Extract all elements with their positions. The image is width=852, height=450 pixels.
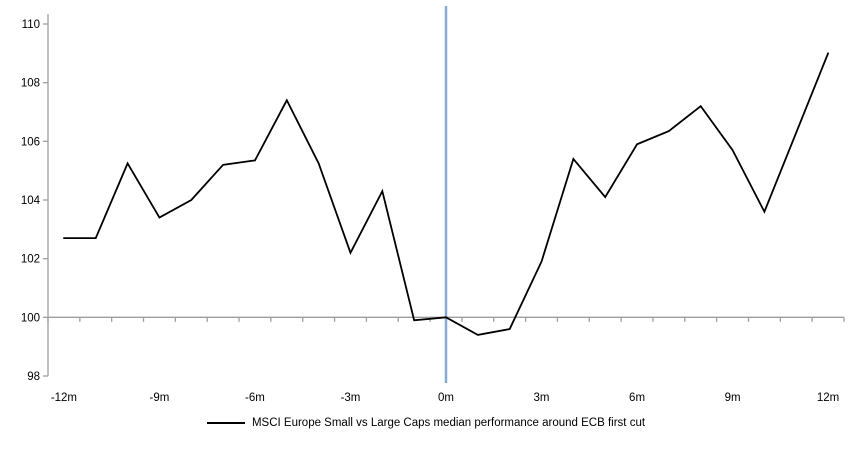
- x-tick-label: -3m: [341, 392, 361, 404]
- x-tick-label: 9m: [725, 392, 741, 404]
- x-tick-label: -6m: [245, 392, 265, 404]
- x-tick-label: 0m: [438, 392, 454, 404]
- line-chart: 110 108 106 104 102 100 98 -12m -9m -6m -3m 0m 3m 6m 9…: [21, 6, 845, 404]
- y-tick-label: 102: [21, 254, 40, 266]
- x-tick-label: -9m: [150, 392, 170, 404]
- x-tick-label: 3m: [534, 392, 550, 404]
- y-tick-label: 98: [27, 371, 40, 383]
- y-tick-label: 104: [21, 195, 41, 207]
- x-tick-label: 6m: [629, 392, 645, 404]
- y-tick-label: 108: [21, 78, 40, 90]
- legend-line-sample: [206, 422, 245, 424]
- y-tick-label: 110: [22, 19, 40, 31]
- x-tick-label: 12m: [817, 392, 839, 404]
- chart-legend: MSCI Europe Small vs Large Caps median p…: [0, 417, 852, 429]
- legend-series-label: MSCI Europe Small vs Large Caps median p…: [251, 417, 646, 429]
- series-line: [63, 52, 829, 336]
- y-tick-label: 106: [21, 136, 40, 148]
- x-tick-label: -12m: [51, 392, 77, 404]
- y-tick-label: 100: [21, 312, 40, 324]
